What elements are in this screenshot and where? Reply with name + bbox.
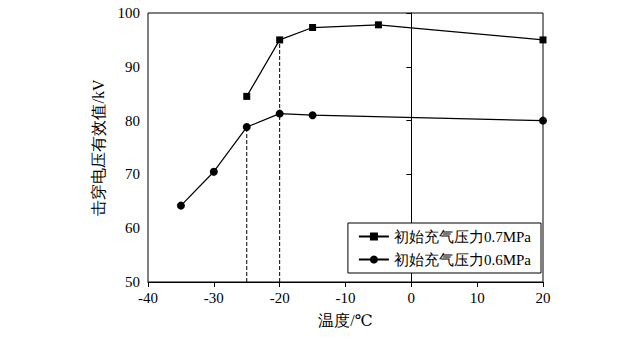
svg-text:击穿电压有效值/kV: 击穿电压有效值/kV [90,79,107,215]
svg-text:50: 50 [125,274,140,290]
svg-text:-20: -20 [270,290,290,306]
svg-text:100: 100 [118,5,141,21]
svg-text:初始充气压力0.7MPa: 初始充气压力0.7MPa [394,229,531,245]
svg-text:80: 80 [125,113,140,129]
svg-text:温度/℃: 温度/℃ [318,312,372,329]
svg-text:60: 60 [125,220,140,236]
svg-text:90: 90 [125,59,140,75]
svg-text:-40: -40 [138,290,158,306]
svg-text:10: 10 [470,290,485,306]
svg-text:-10: -10 [336,290,356,306]
svg-text:20: 20 [536,290,551,306]
svg-text:70: 70 [125,166,140,182]
svg-text:-30: -30 [204,290,224,306]
svg-text:初始充气压力0.6MPa: 初始充气压力0.6MPa [394,252,531,268]
svg-text:0: 0 [408,290,416,306]
